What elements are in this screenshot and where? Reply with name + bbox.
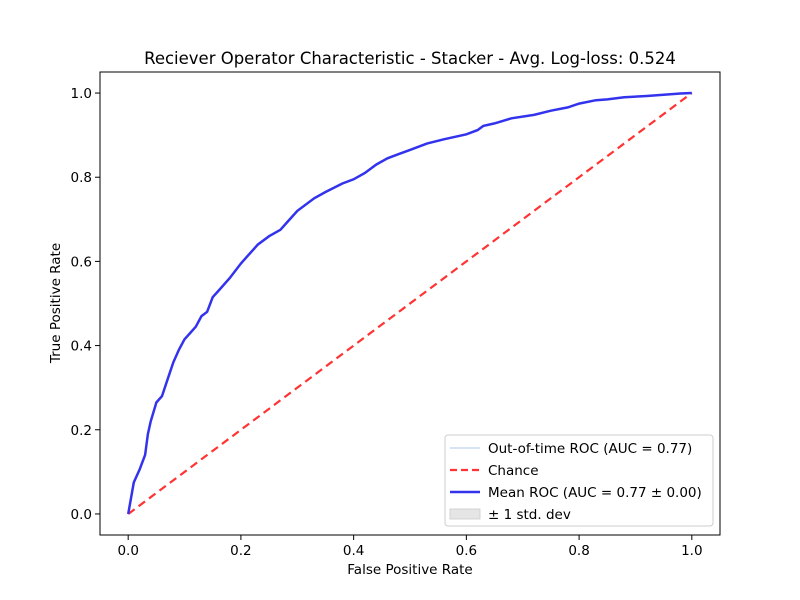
plot-frame xyxy=(99,71,721,536)
x-axis-label: False Positive Rate xyxy=(347,562,472,578)
y-tick-label: 0.2 xyxy=(71,423,92,439)
chance-line xyxy=(127,92,693,515)
x-tick-label: 0.6 xyxy=(456,543,477,559)
legend-std-dev-swatch xyxy=(449,508,481,520)
legend-frame xyxy=(444,434,714,527)
y-tick-label: 0.8 xyxy=(71,170,92,186)
series-layer xyxy=(126,91,693,515)
y-tick-label: 0.0 xyxy=(71,507,92,523)
x-tick-label: 0.2 xyxy=(230,543,251,559)
y-tick-label: 1.0 xyxy=(71,86,92,102)
x-tick-label: 1.0 xyxy=(681,543,702,559)
x-tick-label: 0.4 xyxy=(343,543,364,559)
legend-label: Mean ROC (AUC = 0.77 ± 0.00) xyxy=(488,485,702,501)
legend-label: Out-of-time ROC (AUC = 0.77) xyxy=(488,441,692,457)
legend-label: Chance xyxy=(488,463,539,479)
chart-title: Reciever Operator Characteristic - Stack… xyxy=(144,49,676,68)
x-tick-label: 0.0 xyxy=(117,543,138,559)
legend-label: ± 1 std. dev xyxy=(488,507,571,523)
x-axis-ticks: 0.0 0.2 0.4 0.6 0.8 1.0 xyxy=(117,535,703,559)
legend: Out-of-time ROC (AUC = 0.77) Chance Mean R… xyxy=(444,434,714,527)
y-axis-label: True Positive Rate xyxy=(48,243,64,364)
x-tick-label: 0.8 xyxy=(568,543,589,559)
plot-area xyxy=(99,71,721,536)
y-axis-ticks: 0.0 0.2 0.4 0.6 0.8 1.0 xyxy=(71,86,100,523)
y-tick-label: 0.4 xyxy=(71,339,92,355)
mean-roc-line xyxy=(126,91,692,515)
y-tick-label: 0.6 xyxy=(71,254,92,270)
